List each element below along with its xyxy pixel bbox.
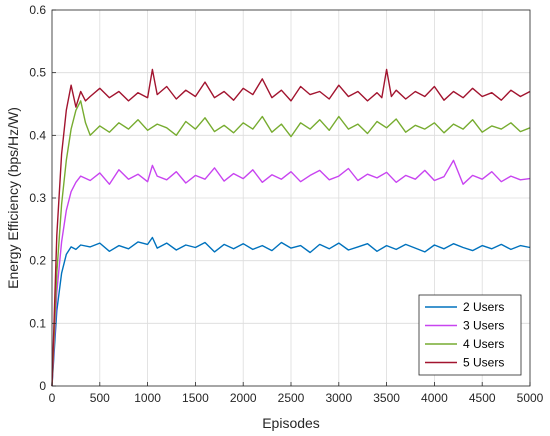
series-lines <box>51 68 531 387</box>
y-tick-label: 0.5 <box>29 66 46 80</box>
x-tick-label: 1000 <box>134 391 161 405</box>
x-tick-label: 3500 <box>373 391 400 405</box>
y-axis-label: Energy Efficiency (bps/Hz/W) <box>5 107 21 289</box>
x-tick-label: 0 <box>49 391 56 405</box>
y-tick-label: 0.6 <box>29 3 46 17</box>
x-tick-label: 4000 <box>421 391 448 405</box>
x-tick-label: 5000 <box>517 391 544 405</box>
x-tick-label: 4500 <box>469 391 496 405</box>
legend-label: 5 Users <box>463 356 504 370</box>
legend-label: 3 Users <box>463 319 504 333</box>
x-tick-label: 1500 <box>182 391 209 405</box>
series-line-3-users <box>51 159 531 387</box>
legend-label: 2 Users <box>463 300 504 314</box>
y-axis-ticks: 0 0.1 0.2 0.3 0.4 0.5 0.6 <box>29 3 56 393</box>
y-tick-label: 0.3 <box>29 191 46 205</box>
series-line-2-users <box>51 236 531 387</box>
series-line-5-users <box>51 68 531 387</box>
x-tick-label: 3000 <box>325 391 352 405</box>
x-tick-label: 2000 <box>230 391 257 405</box>
x-axis-label: Episodes <box>262 415 320 431</box>
y-tick-label: 0.1 <box>29 316 46 330</box>
y-tick-label: 0.2 <box>29 254 46 268</box>
y-tick-label: 0 <box>39 379 46 393</box>
series-line-4-users <box>51 100 531 387</box>
x-tick-label: 2500 <box>278 391 305 405</box>
x-tick-label: 500 <box>90 391 110 405</box>
legend: 2 Users 3 Users 4 Users 5 Users <box>418 294 522 376</box>
legend-box <box>418 294 522 376</box>
y-tick-label: 0.4 <box>29 128 46 142</box>
legend-label: 4 Users <box>463 337 504 351</box>
x-axis-ticks: 0 500 1000 1500 2000 2500 3000 3500 4000 4500 5000 <box>49 382 544 405</box>
